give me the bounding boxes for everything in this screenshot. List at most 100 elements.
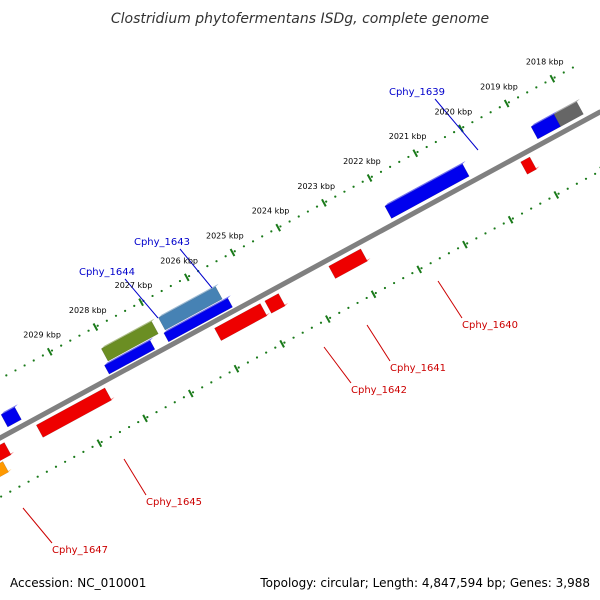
inner-tick-dot: [447, 252, 451, 255]
outer-tick-dot: [14, 369, 17, 372]
outer-tick-dot: [50, 349, 54, 352]
outer-tick-dot: [242, 245, 246, 248]
gene-block-12[interactable]: [0, 404, 22, 428]
outer-tick-dot: [169, 284, 172, 288]
gene-block-8[interactable]: [163, 295, 233, 343]
inner-tick-dot: [584, 177, 588, 180]
outer-tick-dot: [407, 155, 410, 159]
kbp-label-2019: 2019 kbp: [480, 82, 518, 91]
inner-tick-dot: [182, 396, 186, 399]
outer-tick-dot: [462, 126, 465, 129]
gene-top-face: [163, 295, 231, 334]
gene-block-0[interactable]: [553, 98, 584, 127]
leader-cphy-1641: [366, 324, 391, 362]
gene-block-5[interactable]: [264, 293, 289, 314]
gene-top-face: [553, 98, 580, 115]
gene-block-2[interactable]: [520, 156, 540, 175]
outer-tick-dot: [343, 190, 346, 193]
outer-tick-dot: [571, 66, 574, 69]
gene-block-7[interactable]: [158, 283, 223, 331]
gene-block-11[interactable]: [35, 387, 115, 438]
gene-block-13[interactable]: [0, 442, 14, 472]
gene-label-cphy-1639[interactable]: Cphy_1639: [389, 87, 445, 98]
gene-block-3[interactable]: [384, 160, 470, 219]
gene-block-1[interactable]: [530, 111, 561, 140]
gene-block-14[interactable]: [0, 461, 12, 490]
kbp-label-2022: 2022 kbp: [343, 157, 381, 166]
outer-tick-dot: [78, 334, 81, 337]
inner-tick-dot: [429, 262, 432, 265]
inner-tick-dot: [173, 401, 176, 404]
gene-body: [0, 406, 22, 428]
inner-tick-dot: [566, 187, 569, 190]
inner-major-tick: [279, 339, 285, 348]
label-leader-lines: [22, 98, 479, 544]
inner-tick-dot: [265, 351, 268, 354]
outer-tick-dot: [279, 225, 282, 228]
outer-tick-dot: [315, 205, 319, 208]
inner-tick-dot: [45, 470, 48, 473]
gene-top-face: [271, 302, 289, 314]
kbp-label-2021: 2021 kbp: [389, 132, 427, 141]
outer-tick-dot: [471, 121, 474, 124]
outer-tick-dot: [69, 339, 72, 342]
inner-tick-dot: [392, 281, 396, 285]
outer-tick-dot: [379, 170, 383, 173]
outer-tick-dot: [516, 96, 520, 99]
gene-label-cphy-1643[interactable]: Cphy_1643: [134, 237, 190, 248]
outer-tick-dot: [398, 160, 401, 163]
gene-label-cphy-1644[interactable]: Cphy_1644: [79, 267, 135, 278]
outer-tick-dot: [370, 175, 373, 178]
inner-tick-dot: [246, 361, 249, 364]
outer-tick-dot: [233, 250, 236, 253]
inner-tick-dot: [456, 247, 460, 250]
inner-major-tick: [416, 265, 423, 274]
inner-major-tick: [187, 389, 194, 398]
inner-tick-dot: [594, 172, 597, 175]
gene-top-face: [158, 283, 219, 318]
inner-tick-dot: [292, 336, 295, 339]
outer-tick-dot: [23, 364, 26, 367]
outer-tick-dot: [498, 106, 501, 109]
outer-tick-dot: [105, 319, 108, 322]
outer-tick-dot: [352, 185, 355, 188]
kbp-label-2023: 2023 kbp: [297, 182, 335, 191]
gene-label-cphy-1647[interactable]: Cphy_1647: [52, 545, 108, 556]
gene-label-cphy-1642[interactable]: Cphy_1642: [351, 385, 407, 396]
outer-major-tick: [275, 223, 281, 232]
gene-block-10[interactable]: [104, 337, 156, 375]
outer-tick-dot: [389, 165, 392, 168]
inner-tick-dot: [283, 341, 286, 344]
inner-tick-dot: [155, 411, 158, 414]
gene-block-6[interactable]: [214, 303, 270, 341]
outer-major-tick: [92, 322, 99, 331]
outer-tick-dot: [114, 314, 118, 317]
kbp-label-2024: 2024 kbp: [252, 207, 290, 216]
gene-label-cphy-1641[interactable]: Cphy_1641: [390, 363, 446, 374]
inner-tick-dot: [520, 212, 524, 215]
gene-block-9[interactable]: [101, 318, 159, 362]
gene-top-face: [221, 312, 270, 341]
outer-tick-dot: [261, 235, 264, 238]
outer-tick-dot: [32, 359, 35, 362]
gene-labels: Cphy_1639 Cphy_1643 Cphy_1644 Cphy_1640 Cphy…: [52, 87, 518, 556]
outer-major-tick: [412, 149, 419, 158]
gene-label-cphy-1645[interactable]: Cphy_1645: [146, 497, 202, 508]
inner-tick-dot: [502, 222, 505, 225]
outer-tick-dot: [187, 274, 191, 278]
outer-tick-dot: [535, 86, 538, 89]
inner-tick-dot: [137, 420, 140, 424]
outer-tick-dot: [334, 195, 337, 198]
inner-tick-dot: [347, 306, 350, 309]
outer-major-tick: [184, 273, 190, 282]
inner-tick-dot: [237, 366, 240, 369]
inner-tick-dot: [127, 425, 131, 429]
inner-tick-dot: [228, 371, 231, 374]
inner-tick-dot: [365, 296, 368, 300]
inner-tick-dot: [91, 445, 94, 449]
inner-tick-dot: [310, 326, 313, 329]
inner-tick-ring: [0, 166, 600, 498]
gene-label-cphy-1640[interactable]: Cphy_1640: [462, 320, 518, 331]
outer-tick-dot: [562, 71, 565, 74]
gene-block-4[interactable]: [328, 248, 371, 279]
